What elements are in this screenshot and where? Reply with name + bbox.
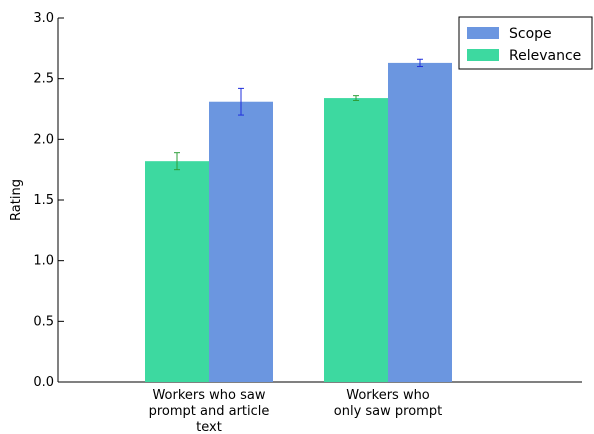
y-tick-label: 3.0: [33, 11, 54, 26]
legend: Scope Relevance: [458, 16, 593, 70]
x-category-label: Workers who saw prompt and article text: [149, 388, 270, 434]
x-category-labels: Workers who saw prompt and article textWor…: [149, 388, 443, 434]
x-category-label-line: Workers who saw: [152, 388, 265, 403]
y-ticks: 0.0 0.5 1.0 1.5 2.0 2.5 3.0: [33, 11, 64, 390]
bar-relevance-1: [324, 98, 388, 382]
legend-label-relevance: Relevance: [509, 48, 581, 64]
bar-scope-1: [388, 62, 452, 382]
x-category-label-line: text: [196, 420, 222, 434]
y-axis-title: Rating: [9, 179, 24, 221]
bars-group: [145, 58, 452, 382]
x-category-label-line: only saw prompt: [334, 404, 442, 419]
y-tick-label: 1.0: [33, 254, 54, 269]
y-tick-label: 0.0: [33, 375, 54, 390]
x-category-label-line: Workers who: [346, 388, 430, 403]
legend-swatch-scope: [467, 27, 499, 39]
x-category-label-line: prompt and article: [149, 404, 270, 419]
y-tick-label: 0.5: [33, 314, 54, 329]
x-category-label: Workers who only saw prompt: [334, 388, 442, 419]
legend-label-scope: Scope: [509, 26, 552, 42]
legend-swatch-relevance: [467, 49, 499, 61]
y-tick-label: 2.0: [33, 132, 54, 147]
bar-relevance-0: [145, 161, 209, 382]
bar-scope-0: [209, 101, 273, 382]
y-tick-label: 2.5: [33, 72, 54, 87]
y-tick-label: 1.5: [33, 193, 54, 208]
